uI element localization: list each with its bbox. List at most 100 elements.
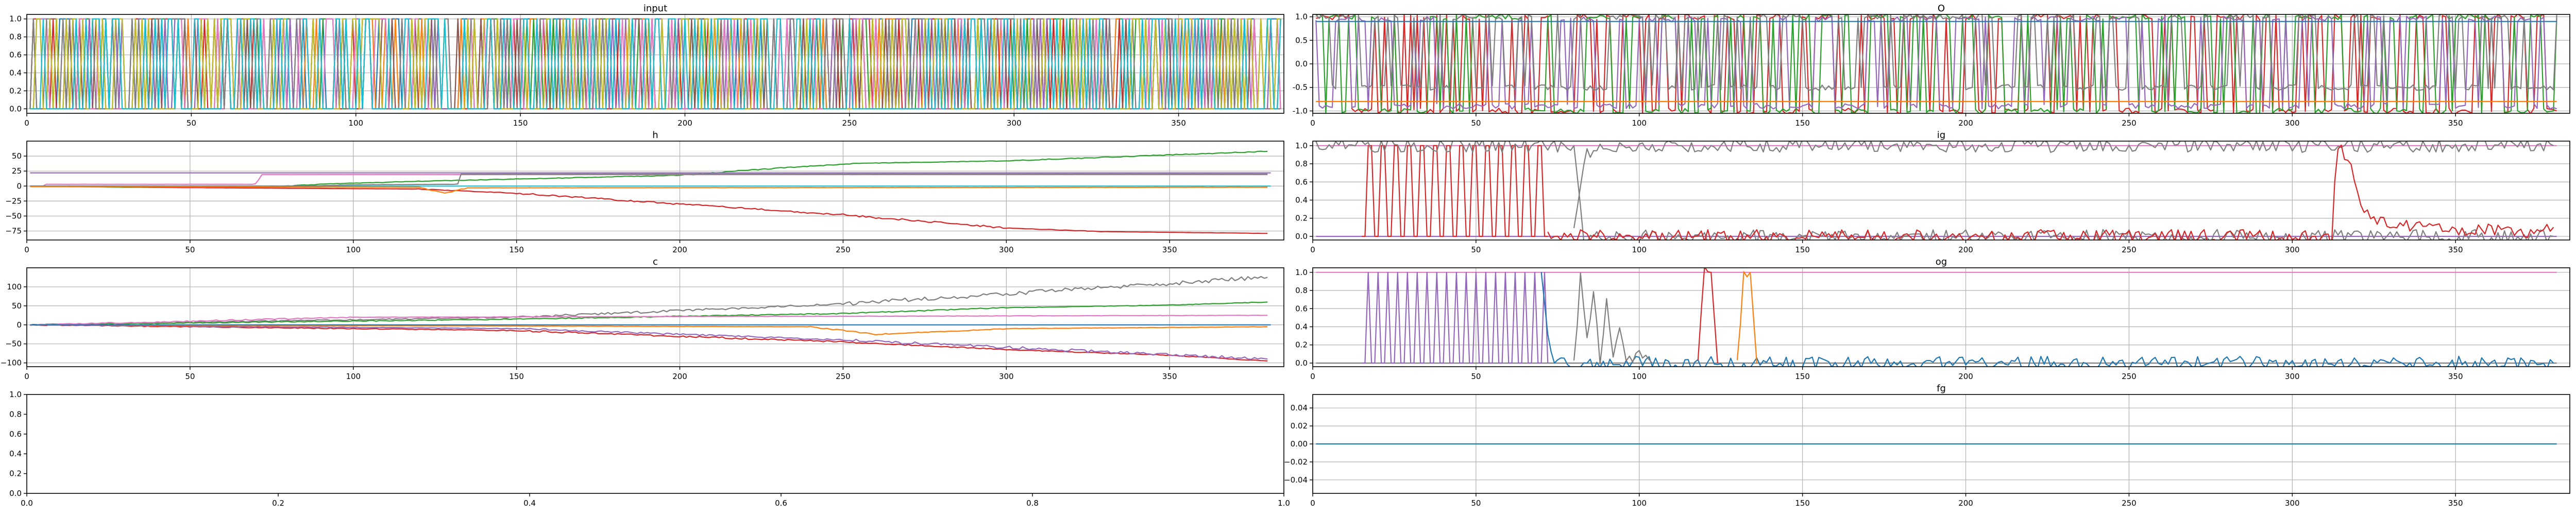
- chart-title: ig: [1937, 130, 1945, 141]
- x-tick-label: 100: [1632, 499, 1647, 508]
- y-tick-label: 0.6: [1295, 177, 1308, 186]
- series-line-5: [30, 173, 1268, 187]
- x-tick-label: 150: [509, 372, 524, 381]
- x-tick-label: 50: [1471, 499, 1481, 508]
- series-line-0: [30, 276, 1268, 326]
- x-tick-label: 0.2: [272, 499, 284, 508]
- series-line-3: [1315, 141, 2554, 240]
- series-line-2: [30, 315, 1268, 326]
- x-tick-label: 150: [513, 118, 528, 128]
- x-tick-label: 0.0: [21, 499, 33, 508]
- y-tick-label: 0.6: [1295, 304, 1308, 313]
- x-tick-label: 250: [2122, 372, 2137, 381]
- x-tick-label: 250: [836, 245, 851, 254]
- y-tick-label: −50: [5, 339, 22, 349]
- x-tick-label: 250: [2122, 118, 2137, 128]
- x-tick-label: 300: [2285, 372, 2300, 381]
- x-tick-label: 300: [1007, 118, 1022, 128]
- y-tick-label: −50: [5, 211, 22, 220]
- x-tick-label: 150: [509, 245, 524, 254]
- x-tick-label: 100: [348, 118, 363, 128]
- y-tick-label: 0.0: [9, 489, 22, 498]
- x-tick-label: 0.6: [775, 499, 787, 508]
- chart-panel-O: 0 50 100 150 200 250 300 350 -1.0 -0.5 0.0 0.5 1.0 O: [1293, 3, 2570, 128]
- x-tick-label: 200: [677, 118, 692, 128]
- y-tick-label: 0.6: [9, 50, 22, 60]
- y-tick-label: 0: [16, 181, 22, 191]
- x-tick-label: 100: [1632, 118, 1647, 128]
- y-tick-label: 1.0: [9, 390, 22, 399]
- series-line-4: [30, 324, 1268, 360]
- y-tick-label: 0.2: [9, 469, 22, 478]
- chart-panel-h: 0 50 100 150 200 250 300 350 −75 −50 −25 0 25 50 h: [5, 130, 1284, 254]
- y-tick-label: −0.04: [1284, 475, 1308, 485]
- y-tick-label: 50: [12, 151, 22, 161]
- x-tick-label: 200: [672, 245, 687, 254]
- y-tick-label: 0.2: [1295, 340, 1308, 350]
- y-tick-label: 0.4: [1295, 195, 1308, 204]
- x-tick-label: 250: [836, 372, 851, 381]
- y-tick-label: 100: [7, 282, 22, 291]
- x-tick-label: 100: [346, 372, 361, 381]
- x-tick-label: 350: [2448, 372, 2463, 381]
- x-tick-label: 200: [1958, 245, 1973, 254]
- y-tick-label: −0.02: [1284, 457, 1308, 467]
- y-tick-label: 1.0: [1295, 268, 1308, 277]
- y-tick-label: 1.0: [1295, 12, 1308, 22]
- x-tick-label: 300: [999, 372, 1014, 381]
- series-line-3: [1315, 14, 2557, 91]
- series-group: [30, 150, 1271, 234]
- series-line-1: [30, 185, 1268, 234]
- axes-frame: [1312, 141, 2570, 241]
- y-tick-label: 0.0: [1295, 358, 1308, 368]
- series-line-4: [1573, 272, 1653, 365]
- y-tick-label: 0.4: [9, 449, 22, 458]
- y-tick-label: 0.8: [1295, 159, 1308, 168]
- x-tick-label: 300: [999, 245, 1014, 254]
- x-tick-label: 200: [1958, 118, 1973, 128]
- series-line-8: [30, 18, 1281, 110]
- x-tick-label: 300: [2285, 245, 2300, 254]
- y-tick-label: 0.5: [1295, 36, 1308, 45]
- y-tick-label: 1.0: [9, 14, 22, 24]
- chart-title: fg: [1937, 383, 1946, 394]
- series-group: [1316, 268, 2557, 367]
- x-tick-label: 0.8: [1026, 499, 1039, 508]
- x-tick-label: 0: [24, 118, 29, 128]
- series-line-4: [1573, 141, 2554, 229]
- series-line-5: [1697, 268, 1718, 364]
- axes-frame: [26, 394, 1284, 494]
- y-tick-label: −75: [5, 227, 22, 236]
- y-tick-label: 0: [16, 320, 22, 330]
- y-tick-label: 0.02: [1291, 421, 1308, 431]
- axes-frame: [26, 14, 1284, 114]
- chart-panel-c: 0 50 100 150 200 250 300 350 −100 −50 0 50 100 c: [1, 256, 1284, 381]
- y-tick-label: -0.5: [1293, 83, 1308, 92]
- x-tick-label: 0: [1310, 499, 1315, 508]
- x-tick-label: 100: [1632, 245, 1647, 254]
- x-tick-label: 350: [2448, 118, 2463, 128]
- chart-panel-empty: 0.0 0.2 0.4 0.6 0.8 1.0 0.0 0.2 0.4 0.6 0.8 1.0: [9, 390, 1290, 508]
- x-tick-label: 150: [1795, 118, 1810, 128]
- y-tick-label: 0.0: [1295, 232, 1308, 241]
- chart-panel-fg: 0 50 100 150 200 250 300 350 −0.04 −0.02 0.00 0.02 0…: [1284, 383, 2570, 508]
- y-tick-label: -1.0: [1293, 106, 1308, 115]
- x-tick-label: 50: [185, 245, 195, 254]
- x-tick-label: 50: [1471, 245, 1481, 254]
- x-tick-label: 100: [1632, 372, 1647, 381]
- series-line-9: [30, 18, 1281, 110]
- y-tick-label: 1.0: [1295, 141, 1308, 150]
- axes-frame: [26, 267, 1284, 367]
- x-tick-label: 50: [187, 118, 196, 128]
- series-line-2: [1362, 145, 1548, 237]
- x-tick-label: 350: [2448, 245, 2463, 254]
- chart-panel-ig: 0 50 100 150 200 250 300 350 0.0 0.2 0.4 0.6 0.8 1.0 i…: [1295, 130, 2570, 254]
- series-line-6: [1736, 271, 1757, 364]
- y-tick-label: 0.04: [1291, 403, 1308, 413]
- x-tick-label: 350: [1162, 372, 1177, 381]
- x-tick-label: 50: [1471, 372, 1481, 381]
- x-tick-label: 0: [24, 245, 29, 254]
- y-tick-label: 0.6: [9, 430, 22, 439]
- x-tick-label: 150: [1795, 245, 1810, 254]
